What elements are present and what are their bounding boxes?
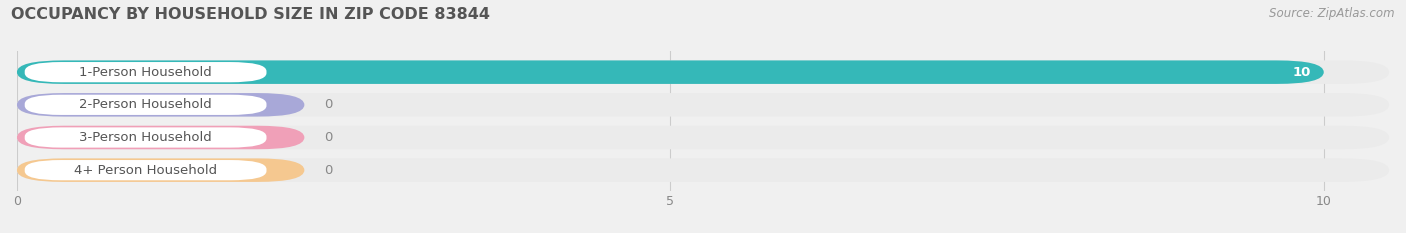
FancyBboxPatch shape <box>17 93 304 116</box>
FancyBboxPatch shape <box>25 127 267 148</box>
FancyBboxPatch shape <box>25 62 267 82</box>
Text: Source: ZipAtlas.com: Source: ZipAtlas.com <box>1270 7 1395 20</box>
Text: 3-Person Household: 3-Person Household <box>79 131 212 144</box>
Text: 2-Person Household: 2-Person Household <box>79 98 212 111</box>
FancyBboxPatch shape <box>25 160 267 180</box>
FancyBboxPatch shape <box>17 158 304 182</box>
Text: 4+ Person Household: 4+ Person Household <box>75 164 217 177</box>
FancyBboxPatch shape <box>25 95 267 115</box>
FancyBboxPatch shape <box>17 93 1389 116</box>
FancyBboxPatch shape <box>17 126 1389 149</box>
Text: OCCUPANCY BY HOUSEHOLD SIZE IN ZIP CODE 83844: OCCUPANCY BY HOUSEHOLD SIZE IN ZIP CODE … <box>11 7 491 22</box>
Text: 0: 0 <box>323 131 332 144</box>
FancyBboxPatch shape <box>17 60 1324 84</box>
Text: 10: 10 <box>1292 66 1310 79</box>
Text: 1-Person Household: 1-Person Household <box>79 66 212 79</box>
FancyBboxPatch shape <box>17 126 304 149</box>
Text: 0: 0 <box>323 164 332 177</box>
FancyBboxPatch shape <box>17 158 1389 182</box>
FancyBboxPatch shape <box>17 60 1389 84</box>
Text: 0: 0 <box>323 98 332 111</box>
